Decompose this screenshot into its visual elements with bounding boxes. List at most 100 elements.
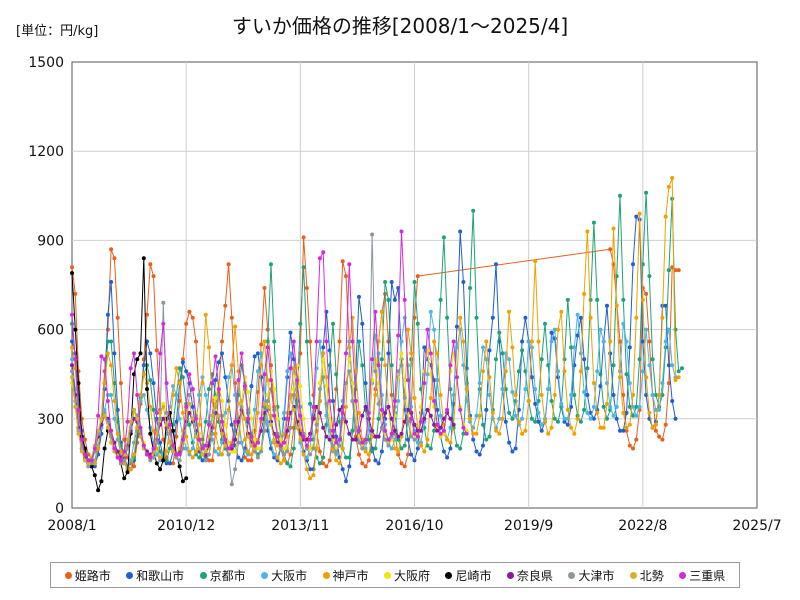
data-point xyxy=(650,393,655,397)
legend-item: 奈良県 xyxy=(506,567,553,584)
data-point xyxy=(255,369,260,374)
data-point xyxy=(301,434,306,439)
data-point xyxy=(317,410,322,415)
data-point xyxy=(262,286,267,290)
data-point xyxy=(481,443,485,448)
data-point xyxy=(229,363,234,368)
data-point xyxy=(399,229,404,234)
data-point xyxy=(396,333,401,338)
data-point xyxy=(177,452,182,457)
data-point xyxy=(353,369,358,374)
data-point xyxy=(428,309,433,314)
data-point xyxy=(585,229,590,234)
data-point xyxy=(314,404,319,409)
data-point xyxy=(151,274,156,279)
data-point xyxy=(226,407,231,412)
data-point xyxy=(167,422,172,427)
data-point xyxy=(640,369,645,374)
data-point xyxy=(640,339,645,344)
data-point xyxy=(70,369,74,374)
data-point xyxy=(115,449,120,454)
data-point xyxy=(529,416,534,421)
data-point xyxy=(213,401,218,406)
data-point xyxy=(578,351,583,356)
data-point xyxy=(585,366,590,371)
data-point xyxy=(118,449,123,454)
data-point xyxy=(497,416,502,421)
data-point xyxy=(301,265,306,270)
data-point xyxy=(474,315,479,320)
data-point xyxy=(376,434,381,439)
data-point xyxy=(259,351,264,356)
data-point xyxy=(445,437,450,442)
data-point xyxy=(647,363,652,368)
data-point xyxy=(406,452,410,457)
data-point xyxy=(99,416,104,421)
data-point xyxy=(435,378,440,383)
data-point xyxy=(363,404,368,409)
data-point xyxy=(363,440,368,445)
data-point xyxy=(308,446,313,451)
data-point xyxy=(494,357,498,362)
data-point xyxy=(399,363,404,368)
data-point xyxy=(242,449,247,454)
data-point xyxy=(135,393,140,397)
data-point xyxy=(621,410,626,415)
data-point xyxy=(657,434,662,439)
data-point xyxy=(598,372,603,377)
data-point xyxy=(308,476,313,481)
data-point xyxy=(415,321,420,326)
data-point xyxy=(324,434,329,439)
data-point xyxy=(102,446,107,451)
data-point xyxy=(536,419,541,424)
data-point xyxy=(148,431,153,436)
data-point xyxy=(337,407,342,412)
legend-item: 三重県 xyxy=(679,567,725,584)
data-point xyxy=(207,434,211,439)
data-point xyxy=(663,339,668,344)
data-point xyxy=(383,363,388,368)
data-point xyxy=(86,458,91,463)
data-point xyxy=(376,416,381,421)
data-point xyxy=(187,309,192,314)
data-point xyxy=(591,416,596,421)
data-point xyxy=(220,339,224,344)
data-point xyxy=(288,464,293,469)
data-point xyxy=(70,357,74,362)
data-point xyxy=(164,458,169,463)
data-point xyxy=(533,259,538,264)
data-point xyxy=(471,431,476,436)
data-point xyxy=(644,375,649,380)
data-point xyxy=(454,324,459,329)
data-point xyxy=(213,354,218,359)
data-point xyxy=(138,351,143,356)
data-point xyxy=(246,449,251,454)
data-point xyxy=(265,378,270,383)
data-point xyxy=(327,428,332,433)
data-point xyxy=(484,357,489,362)
data-point xyxy=(252,446,257,451)
data-point xyxy=(409,351,414,356)
data-point xyxy=(438,413,443,418)
data-point xyxy=(226,399,231,403)
data-point xyxy=(435,422,440,427)
data-point xyxy=(145,363,149,368)
data-point xyxy=(379,407,384,412)
data-point xyxy=(520,416,525,421)
data-point xyxy=(461,431,466,436)
data-point xyxy=(481,369,485,374)
data-point xyxy=(360,413,365,418)
data-point xyxy=(259,363,264,368)
data-point xyxy=(220,351,224,356)
data-point xyxy=(125,419,130,424)
data-point xyxy=(105,327,110,332)
data-point xyxy=(392,399,397,403)
data-point xyxy=(86,464,91,469)
data-point xyxy=(180,410,185,415)
data-point xyxy=(242,455,247,460)
data-point xyxy=(229,443,234,448)
data-point xyxy=(223,375,228,380)
data-point xyxy=(533,419,538,424)
data-point xyxy=(510,390,515,394)
data-point xyxy=(112,446,117,451)
